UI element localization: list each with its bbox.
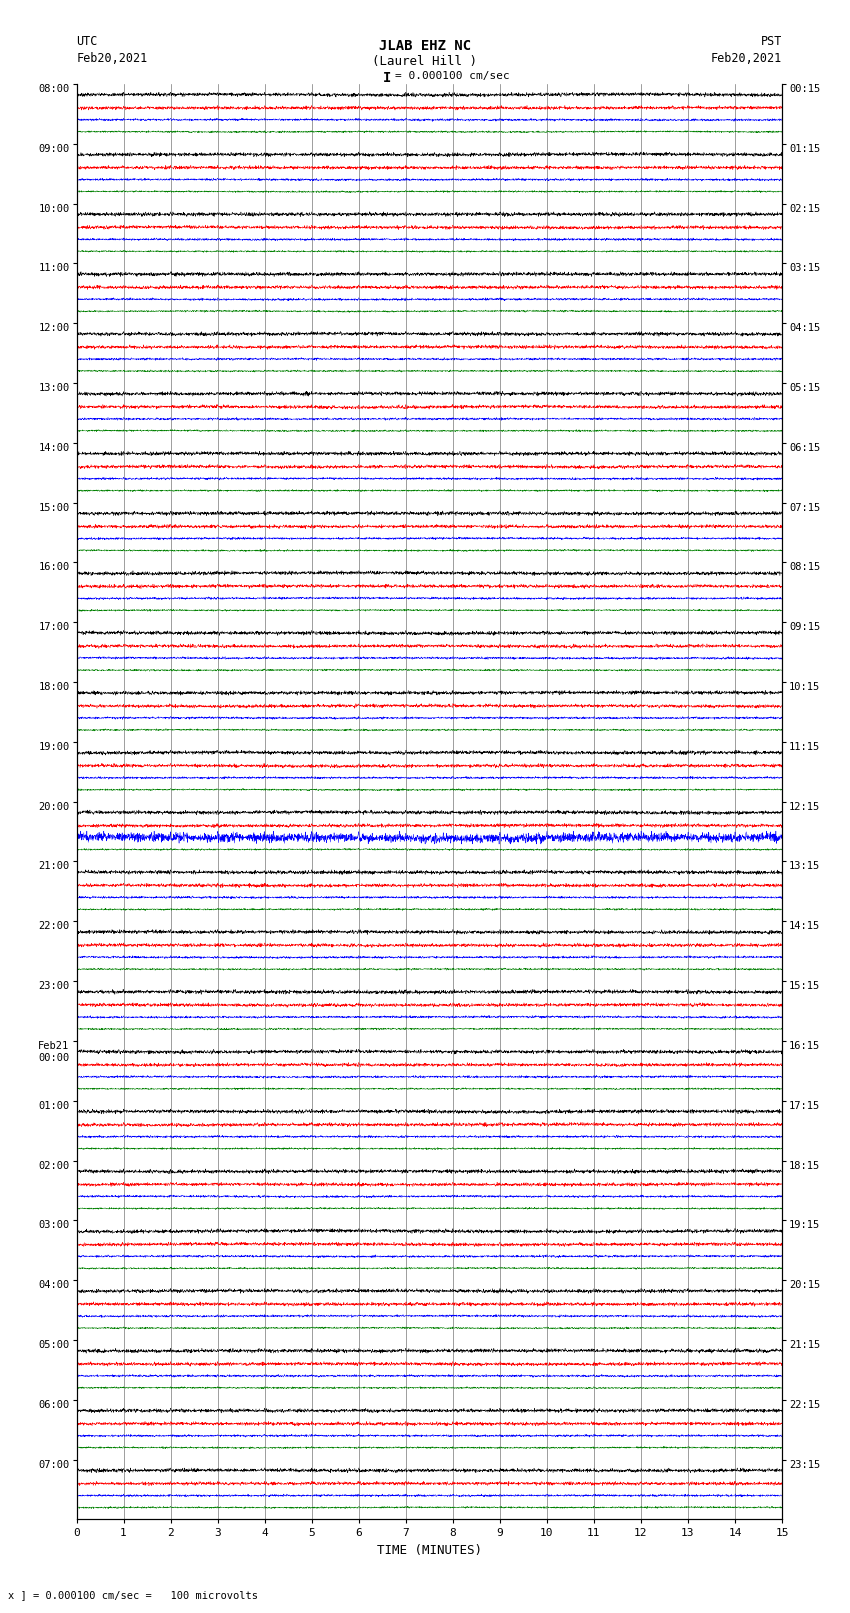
Text: PST: PST: [761, 35, 782, 48]
Text: UTC: UTC: [76, 35, 98, 48]
X-axis label: TIME (MINUTES): TIME (MINUTES): [377, 1544, 482, 1557]
Text: = 0.000100 cm/sec: = 0.000100 cm/sec: [395, 71, 510, 81]
Text: I: I: [382, 71, 391, 85]
Text: (Laurel Hill ): (Laurel Hill ): [372, 55, 478, 68]
Text: Feb20,2021: Feb20,2021: [711, 52, 782, 65]
Text: Feb20,2021: Feb20,2021: [76, 52, 148, 65]
Text: x ] = 0.000100 cm/sec =   100 microvolts: x ] = 0.000100 cm/sec = 100 microvolts: [8, 1590, 258, 1600]
Text: JLAB EHZ NC: JLAB EHZ NC: [379, 39, 471, 53]
